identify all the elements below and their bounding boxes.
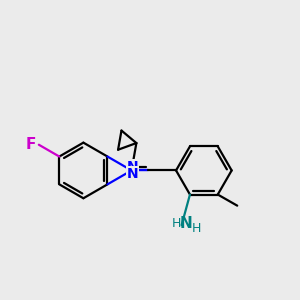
Text: N: N [127, 160, 139, 174]
Text: H: H [172, 217, 182, 230]
Text: F: F [26, 136, 36, 152]
Text: N: N [127, 167, 139, 181]
Text: H: H [191, 222, 201, 235]
Text: N: N [179, 216, 192, 231]
